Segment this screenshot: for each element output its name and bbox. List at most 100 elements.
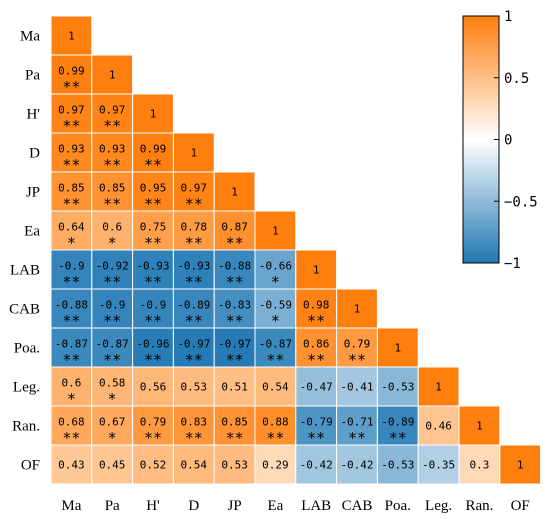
cell-value: 1 xyxy=(435,381,442,394)
cell-d-pa: 0.93** xyxy=(91,132,134,174)
cell-rect xyxy=(172,210,215,251)
cell-lab-lab: 1 xyxy=(295,249,338,290)
significance-mark: * xyxy=(108,390,117,408)
cell-rect xyxy=(417,405,460,446)
cell-leg-jp: 0.51 xyxy=(213,366,256,407)
cell-value: -0.79 xyxy=(300,416,333,429)
cell-rect xyxy=(295,288,338,329)
cell-poa-ma: -0.87** xyxy=(50,327,93,369)
significance-mark: ** xyxy=(266,429,284,447)
column-label-poa: Poa. xyxy=(385,498,411,514)
cell-value: 0.98 xyxy=(303,299,330,312)
cell-value: -0.42 xyxy=(340,459,373,472)
cell-rect xyxy=(172,327,215,368)
significance-mark: * xyxy=(108,429,117,447)
significance-mark: ** xyxy=(348,429,366,447)
cell-ea-h: 0.75** xyxy=(132,210,174,252)
cell-value: 0.46 xyxy=(425,420,452,433)
cell-rect xyxy=(254,288,297,329)
cell-value: 1 xyxy=(394,342,401,355)
cell-rect xyxy=(91,171,134,212)
colorbar-tick-label: 0 xyxy=(504,133,512,149)
cell-value: 0.93 xyxy=(58,143,85,156)
column-label-jp: JP xyxy=(228,498,242,514)
cell-ea-jp: 0.87** xyxy=(213,210,256,252)
cell-value: 0.85 xyxy=(58,182,85,195)
cell-value: 0.85 xyxy=(99,182,126,195)
cell-value: -0.41 xyxy=(340,381,373,394)
row-label-leg: Leg. xyxy=(13,380,40,396)
cell-value: 0.79 xyxy=(140,416,167,429)
cell-of-h: 0.52 xyxy=(132,444,174,485)
significance-mark: * xyxy=(271,273,280,291)
cell-ran-h: 0.79** xyxy=(132,405,174,447)
cell-value: -0.93 xyxy=(136,260,169,273)
cell-ea-pa: 0.6* xyxy=(91,210,134,252)
cell-value: -0.93 xyxy=(177,260,210,273)
cell-lab-pa: -0.92** xyxy=(91,249,134,291)
cell-value: 0.68 xyxy=(58,416,85,429)
cell-rect xyxy=(417,366,460,407)
cell-ran-leg: 0.46 xyxy=(417,405,460,446)
cell-rect xyxy=(499,444,542,485)
colorbar-gradient xyxy=(462,15,500,264)
cell-rect xyxy=(132,288,174,329)
cell-ran-ma: 0.68** xyxy=(50,405,93,447)
cell-h-h: 1 xyxy=(132,93,174,134)
cell-lab-ea: -0.66* xyxy=(254,249,297,291)
cell-value: 0.45 xyxy=(99,459,126,472)
cell-value: 0.87 xyxy=(221,221,248,234)
cell-leg-lab: -0.47 xyxy=(295,366,338,407)
column-label-pa: Pa xyxy=(105,498,120,514)
cell-value: -0.9 xyxy=(140,299,167,312)
significance-mark: ** xyxy=(185,429,203,447)
cell-cab-d: -0.89** xyxy=(172,288,215,330)
cell-value: 1 xyxy=(190,147,197,160)
cell-leg-ma: 0.6* xyxy=(50,366,93,408)
significance-mark: ** xyxy=(103,273,121,291)
cell-leg-d: 0.53 xyxy=(172,366,215,407)
cell-rect xyxy=(336,366,378,407)
colorbar-tick-label: −1 xyxy=(504,256,521,272)
cell-value: 0.95 xyxy=(140,182,167,195)
cell-value: 1 xyxy=(272,225,279,238)
cell-value: 0.52 xyxy=(140,459,167,472)
significance-mark: ** xyxy=(266,351,284,369)
row-label-poa: Poa. xyxy=(14,341,40,357)
significance-mark: ** xyxy=(62,117,80,135)
cell-rect xyxy=(254,444,297,485)
significance-mark: ** xyxy=(307,351,325,369)
cell-rect xyxy=(132,210,174,251)
significance-mark: ** xyxy=(144,234,162,252)
cell-value: 0.97 xyxy=(99,104,126,117)
significance-mark: ** xyxy=(307,312,325,330)
column-label-ma: Ma xyxy=(61,498,81,514)
cell-rect xyxy=(295,249,338,290)
cell-rect xyxy=(336,405,378,446)
row-label-h: H' xyxy=(26,107,40,123)
significance-mark: ** xyxy=(185,351,203,369)
cell-cab-ma: -0.88** xyxy=(50,288,93,330)
significance-mark: ** xyxy=(144,195,162,213)
cell-value: 0.79 xyxy=(344,338,371,351)
cell-rect xyxy=(132,405,174,446)
cell-of-jp: 0.53 xyxy=(213,444,256,485)
cell-rect xyxy=(172,249,215,290)
cell-value: 0.78 xyxy=(181,221,208,234)
cell-ea-d: 0.78** xyxy=(172,210,215,252)
significance-mark: * xyxy=(271,312,280,330)
cell-value: -0.66 xyxy=(259,260,292,273)
cell-of-lab: -0.42 xyxy=(295,444,338,485)
cell-rect xyxy=(213,249,256,290)
significance-mark: ** xyxy=(185,273,203,291)
significance-mark: ** xyxy=(226,429,244,447)
column-labels: Ma Pa H' D JP Ea LAB CAB Poa. Leg. Ran. OF xyxy=(61,498,529,514)
cell-poa-ea: -0.87** xyxy=(254,327,297,369)
row-label-d: D xyxy=(29,146,40,162)
cell-of-ma: 0.43 xyxy=(50,444,93,485)
cell-d-ma: 0.93** xyxy=(50,132,93,174)
column-label-of: OF xyxy=(511,498,530,514)
row-label-lab: LAB xyxy=(10,263,40,279)
cell-rect xyxy=(91,132,134,173)
cell-value: 1 xyxy=(476,420,483,433)
